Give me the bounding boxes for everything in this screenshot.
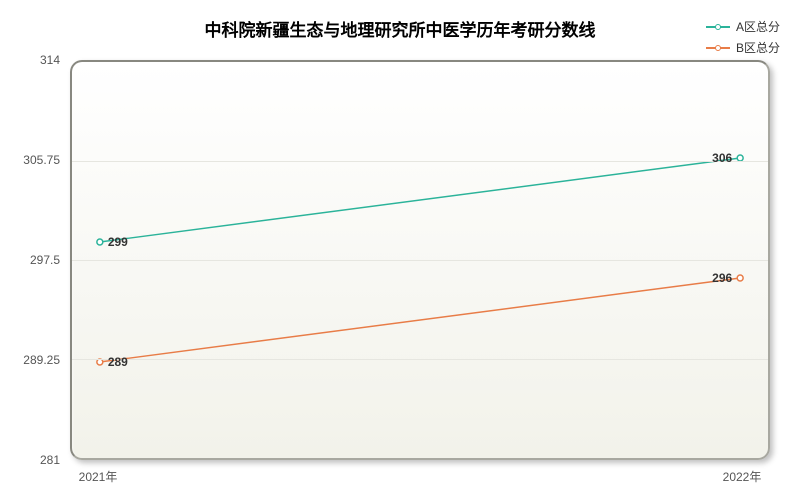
legend-label-a: A区总分 xyxy=(736,18,780,35)
data-label: 289 xyxy=(106,355,130,369)
data-label: 296 xyxy=(710,271,734,285)
series-line-1 xyxy=(100,278,740,362)
legend-marker-b xyxy=(715,45,721,51)
series-marker xyxy=(97,239,103,245)
plot-outer: 299306289296 281289.25297.5305.753142021… xyxy=(70,60,770,460)
x-tick-label: 2022年 xyxy=(723,468,762,485)
plot-area: 299 306 289 296 xyxy=(70,60,770,460)
series-marker xyxy=(737,275,743,281)
y-tick-label: 281 xyxy=(40,453,60,467)
gridline xyxy=(72,161,768,162)
series-line-0 xyxy=(100,158,740,242)
legend-swatch-a xyxy=(706,26,730,28)
y-tick-label: 297.5 xyxy=(30,253,60,267)
legend-marker-a xyxy=(715,24,721,30)
data-label: 299 xyxy=(106,235,130,249)
legend-item-a: A区总分 xyxy=(706,18,780,35)
y-tick-label: 305.75 xyxy=(23,153,60,167)
legend: A区总分 B区总分 xyxy=(706,18,780,60)
chart-title: 中科院新疆生态与地理研究所中医学历年考研分数线 xyxy=(0,16,800,41)
legend-label-b: B区总分 xyxy=(736,39,780,56)
y-tick-label: 289.25 xyxy=(23,353,60,367)
data-label: 306 xyxy=(710,151,734,165)
gridline xyxy=(72,260,768,261)
legend-swatch-b xyxy=(706,47,730,49)
x-tick-label: 2021年 xyxy=(79,468,118,485)
y-tick-label: 314 xyxy=(40,53,60,67)
chart-container: 中科院新疆生态与地理研究所中医学历年考研分数线 A区总分 B区总分 299 306… xyxy=(0,0,800,500)
gridline xyxy=(72,359,768,360)
legend-item-b: B区总分 xyxy=(706,39,780,56)
